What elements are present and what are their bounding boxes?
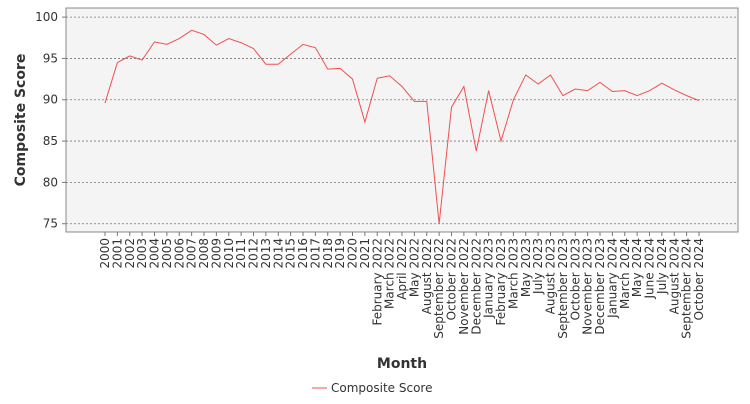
x-tick-label: May 2022: [407, 238, 421, 297]
x-tick-label: October 2023: [568, 238, 582, 320]
y-tick-label: 90: [43, 93, 58, 107]
x-tick-label: 2008: [197, 238, 211, 269]
x-tick-label: August 2022: [420, 238, 434, 314]
x-axis-label: Month: [377, 356, 427, 372]
x-tick-label: 2015: [284, 238, 298, 269]
x-tick-label: 2005: [160, 238, 174, 269]
x-tick-label: February 2023: [494, 238, 508, 326]
y-tick-label: 75: [43, 217, 58, 231]
x-tick-label: August 2023: [544, 238, 558, 314]
x-tick-label: April 2022: [395, 238, 409, 300]
x-tick-label: November 2022: [457, 238, 471, 335]
x-tick-label: September 2022: [432, 238, 446, 339]
plot-area: [65, 7, 739, 233]
x-tick-label: May 2023: [519, 238, 533, 297]
x-tick-label: July 2024: [655, 238, 669, 295]
x-tick-label: 2000: [98, 238, 112, 269]
x-tick-label: February 2022: [370, 238, 384, 326]
x-tick-label: September 2024: [680, 238, 694, 339]
x-tick-label: 2003: [135, 238, 149, 269]
x-tick-label: May 2024: [630, 238, 644, 297]
x-tick-label: March 2023: [506, 238, 520, 309]
x-tick-label: 2009: [209, 238, 223, 269]
x-tick-label: 2010: [222, 238, 236, 269]
legend-label: Composite Score: [331, 381, 432, 395]
x-tick-label: July 2023: [531, 238, 545, 295]
y-axis-label: Composite Score: [13, 54, 29, 187]
x-tick-label: August 2024: [667, 238, 681, 314]
x-tick-label: 2018: [321, 238, 335, 269]
x-tick-label: 2016: [296, 238, 310, 269]
x-tick-label: June 2024: [643, 238, 657, 300]
x-tick-label: 2014: [271, 238, 285, 269]
x-tick-label: November 2023: [581, 238, 595, 335]
y-tick-label: 95: [43, 51, 58, 65]
y-tick-label: 100: [35, 10, 58, 24]
x-tick-label: October 2024: [692, 238, 706, 320]
x-tick-label: 2012: [247, 238, 261, 269]
x-tick-label: 2006: [172, 238, 186, 269]
x-tick-label: 2001: [110, 238, 124, 269]
x-tick-label: September 2023: [556, 238, 570, 339]
x-tick-label: 2020: [346, 238, 360, 269]
y-tick-label: 80: [43, 175, 58, 189]
x-tick-label: December 2023: [593, 238, 607, 335]
x-tick-label: 2013: [259, 238, 273, 269]
x-tick-label: October 2022: [445, 238, 459, 320]
x-tick-label: January 2024: [605, 238, 619, 319]
x-tick-label: 2007: [185, 238, 199, 269]
x-tick-label: 2021: [358, 238, 372, 269]
x-tick-label: January 2023: [482, 238, 496, 319]
x-tick-label: March 2024: [618, 238, 632, 309]
x-tick-label: 2011: [234, 238, 248, 269]
line-series: [104, 29, 700, 224]
x-tick-label: 2017: [308, 238, 322, 269]
x-tick-label: 2019: [333, 238, 347, 269]
y-tick-label: 85: [43, 134, 58, 148]
x-tick-label: 2002: [123, 238, 137, 269]
x-tick-label: 2004: [148, 238, 162, 269]
x-tick-label: March 2022: [383, 238, 397, 309]
x-tick-label: December 2022: [469, 238, 483, 335]
